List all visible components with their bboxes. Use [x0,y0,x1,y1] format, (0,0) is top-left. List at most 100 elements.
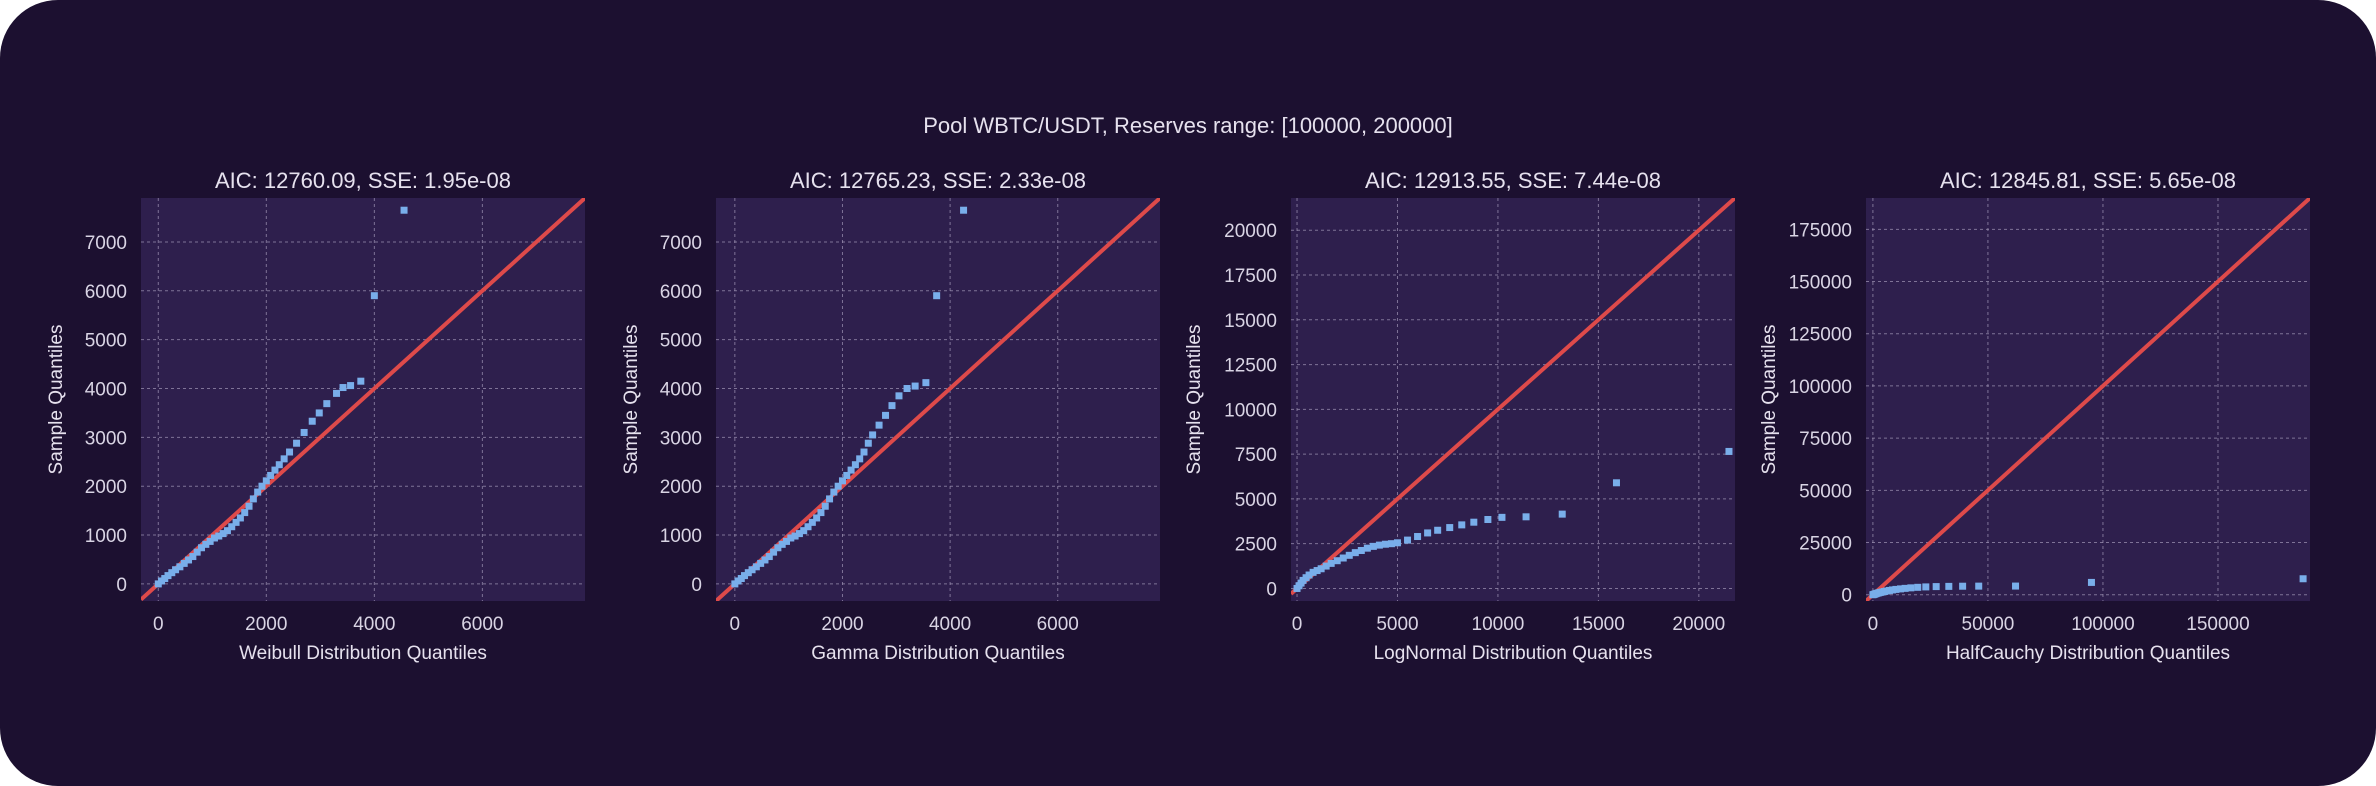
y-tick-label: 5000 [1235,490,1277,511]
y-tick-label: 7000 [660,233,702,254]
data-point [911,382,919,390]
data-point [1434,526,1442,534]
y-axis-label: Sample Quantiles [621,325,642,475]
data-point [1339,554,1347,562]
data-point [903,385,911,393]
data-point [1393,539,1401,547]
data-point [1725,447,1733,455]
data-point [267,471,275,479]
data-point [1901,584,1909,592]
data-point [1484,516,1492,524]
reference-line [1866,198,2310,601]
data-point [757,559,765,567]
data-point [821,502,829,510]
data-point [875,421,883,429]
data-point [795,530,803,538]
data-point [778,540,786,548]
x-tick-label: 20000 [1672,614,1725,635]
y-tick-label: 6000 [85,282,127,303]
data-point [933,292,941,300]
y-tick-label: 3000 [85,428,127,449]
data-point [172,566,180,574]
y-tick-label: 1000 [660,526,702,547]
data-point [1363,544,1371,552]
x-tick-label: 0 [153,614,164,635]
y-tick-label: 7000 [85,233,127,254]
x-tick-label: 10000 [1472,614,1525,635]
qq-panel-1: 0 2000 4000 6000 0 1000 2000 3000 4000 5000 6000 70… [46,168,585,664]
data-point [300,428,308,436]
x-tick-label: 0 [1868,614,1879,635]
data-point [1387,540,1395,548]
x-tick-label: 0 [1292,614,1303,635]
data-point [869,431,877,439]
data-point [834,482,842,490]
data-point [1424,529,1432,537]
y-axis-label: Sample Quantiles [46,325,67,475]
data-point [1612,479,1620,487]
data-point [1922,583,1930,591]
data-point [1498,513,1506,521]
data-point [219,530,227,538]
data-point [1975,582,1983,590]
data-point [882,411,890,419]
data-point [280,455,288,463]
reference-line [141,198,585,601]
data-point [1404,536,1412,544]
data-point [1381,540,1389,548]
data-point [197,544,205,552]
y-tick-label: 5000 [85,331,127,352]
x-tick-label: 15000 [1572,614,1625,635]
y-tick-label: 6000 [660,282,702,303]
data-point [275,461,283,469]
y-axis-label: Sample Quantiles [1184,325,1205,475]
y-tick-label: 5000 [660,331,702,352]
data-point [1345,551,1353,559]
data-point [800,527,808,535]
x-tick-label: 150000 [2186,614,2249,635]
data-point [830,488,838,496]
data-point [895,392,903,400]
data-point [308,417,316,425]
data-point [1932,583,1940,591]
y-tick-label: 7500 [1235,445,1277,466]
data-point [1892,585,1900,593]
qq-panel-3: 0 5000 10000 15000 20000 0 2500 5000 7500 10000 12… [1184,168,1735,664]
data-point [1470,518,1478,526]
x-tick-label: 6000 [461,614,503,635]
data-point [787,534,795,542]
data-point [180,559,188,567]
y-tick-label: 25000 [1799,534,1852,555]
x-tick-label: 0 [730,614,741,635]
data-point [236,514,244,522]
x-tick-label: 2000 [245,614,287,635]
data-point [1322,562,1330,570]
x-tick-label: 4000 [353,614,395,635]
x-tick-label: 5000 [1376,614,1418,635]
data-point [293,439,301,447]
data-point [254,488,262,496]
data-point [202,540,210,548]
y-tick-label: 3000 [660,428,702,449]
panel-title: AIC: 12913.55, SSE: 7.44e-08 [1365,168,1661,193]
y-tick-label: 4000 [660,380,702,401]
y-tick-label: 175000 [1789,220,1852,241]
data-point [1309,568,1317,576]
x-tick-label: 4000 [929,614,971,635]
data-point [761,556,769,564]
panel-title: AIC: 12760.09, SSE: 1.95e-08 [215,168,511,193]
data-point [847,466,855,474]
data-point [1897,585,1905,593]
data-point [1446,524,1454,532]
data-point [193,548,201,556]
data-point [315,409,323,417]
data-point [1914,583,1922,591]
data-point [765,553,773,561]
data-point [241,509,249,517]
data-point [1458,521,1466,529]
qq-panel-2: 0 2000 4000 6000 0 1000 2000 3000 4000 5000 6000 70… [621,168,1160,664]
data-point [164,572,172,580]
data-point [922,379,930,387]
data-point [357,377,365,385]
x-tick-label: 50000 [1962,614,2015,635]
